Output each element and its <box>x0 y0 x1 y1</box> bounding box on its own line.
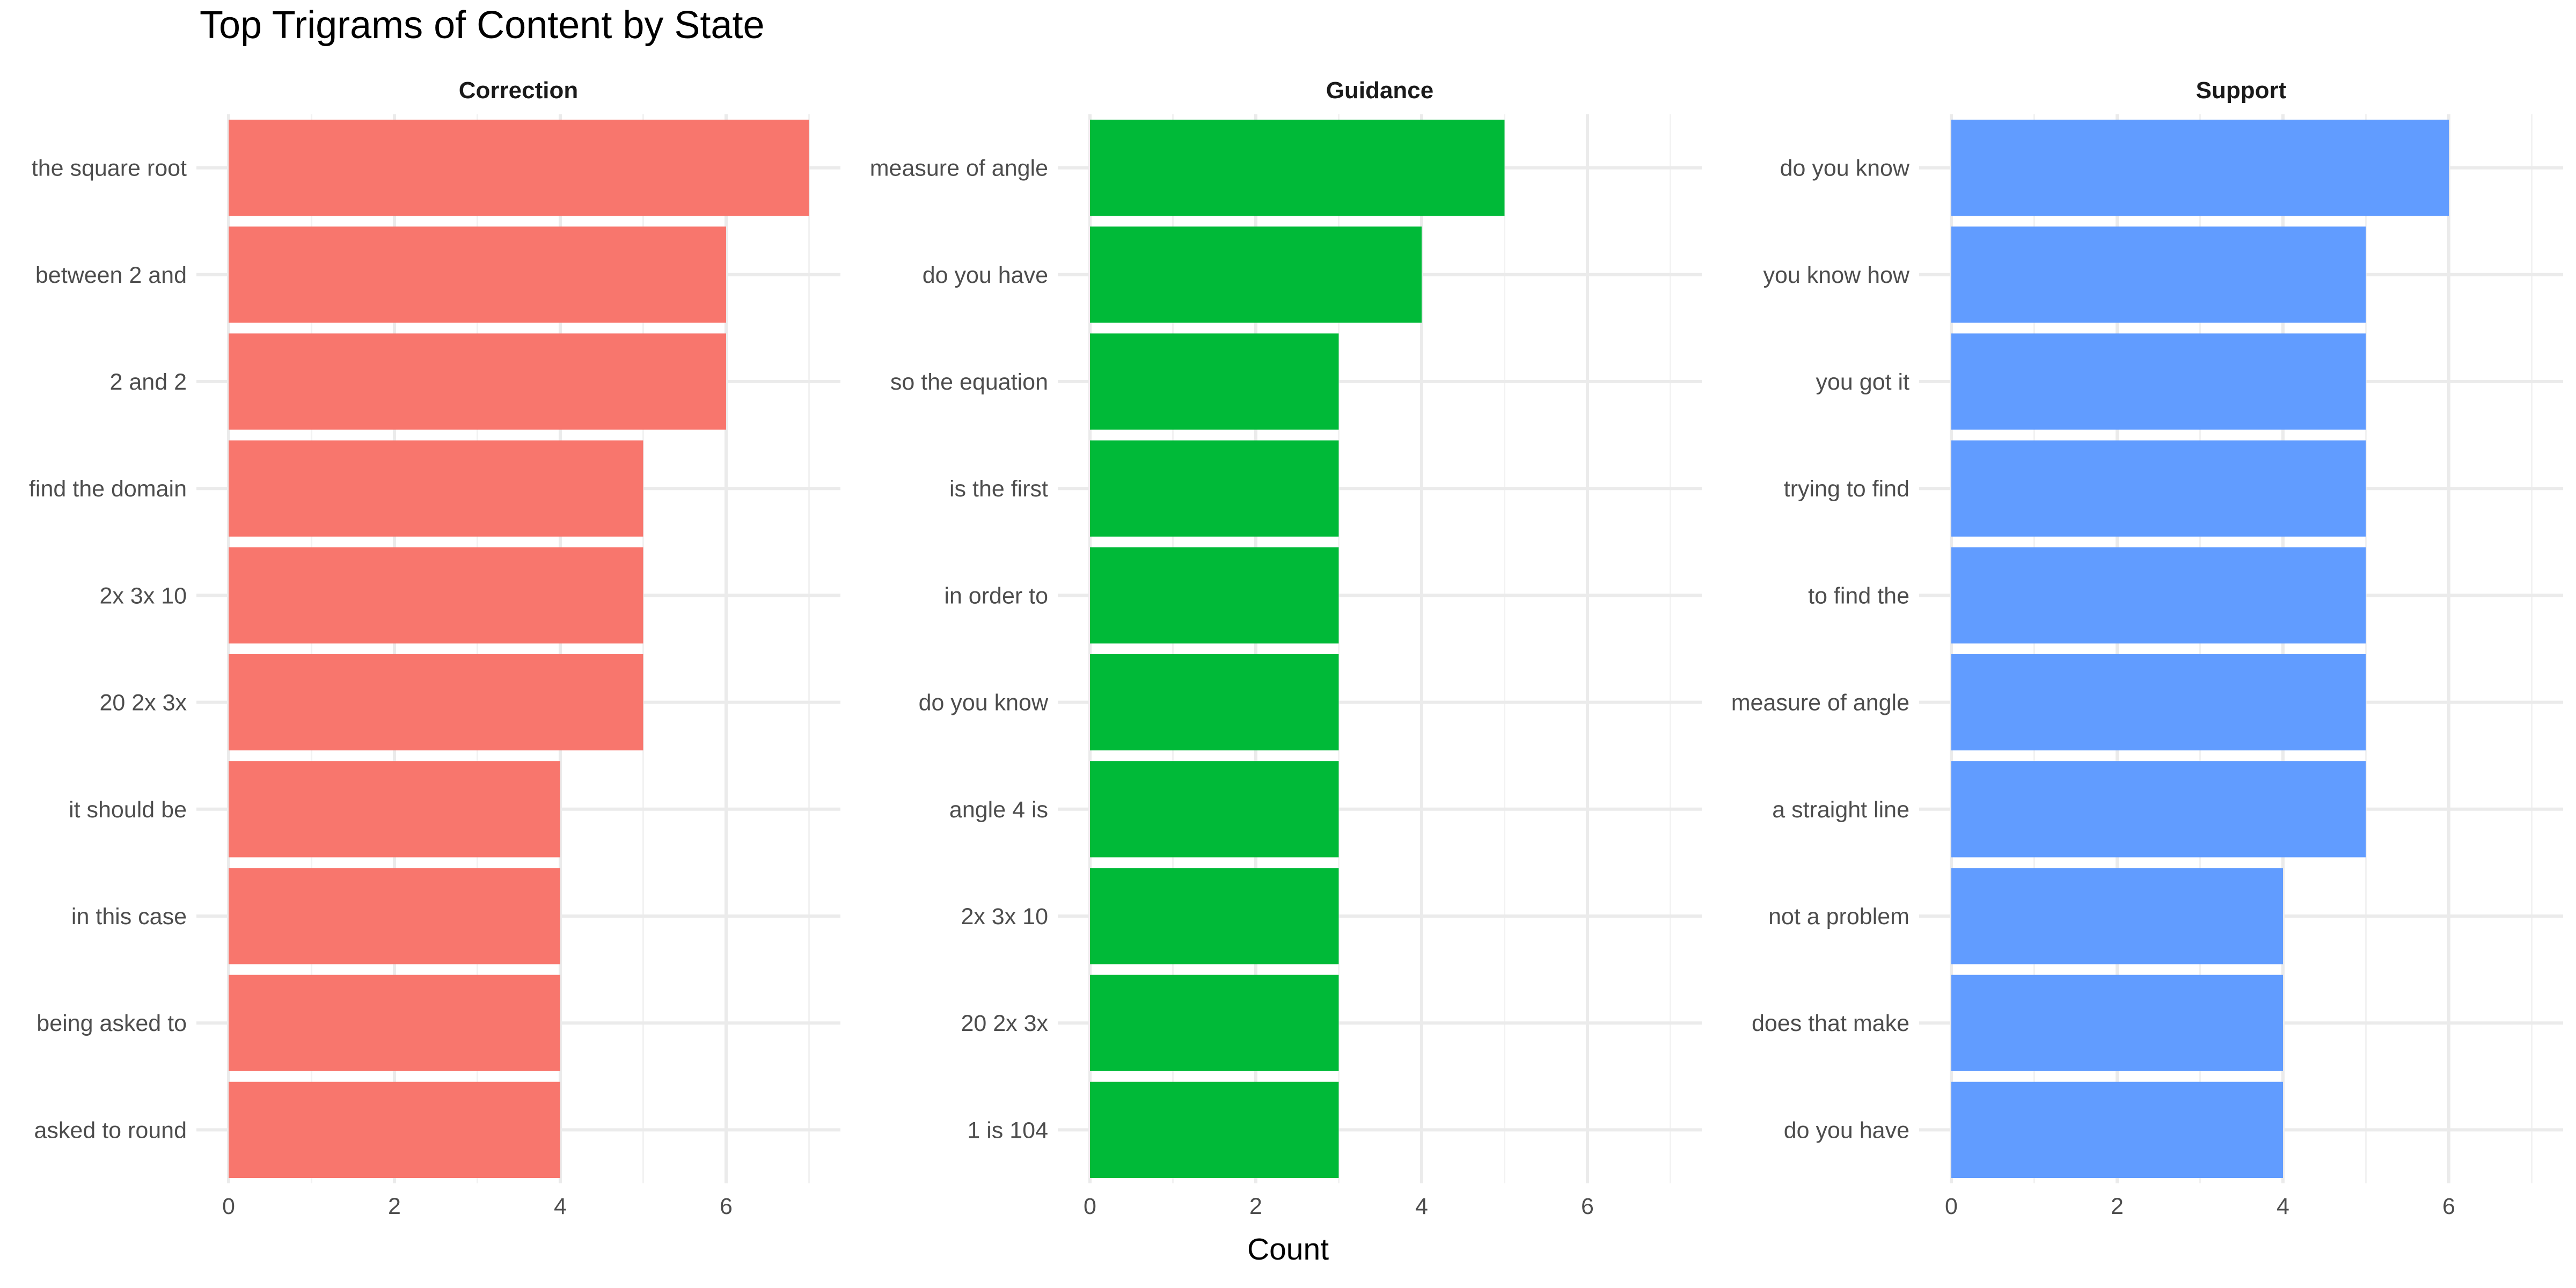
bar <box>229 868 560 964</box>
chart-title: Top Trigrams of Content by State <box>200 4 765 47</box>
bar <box>1090 761 1339 858</box>
category-label: trying to find <box>1784 476 1909 502</box>
bar <box>229 654 643 751</box>
x-tick-label: 0 <box>222 1194 235 1219</box>
panel-title: Guidance <box>1326 77 1434 104</box>
category-label: 2x 3x 10 <box>961 904 1048 930</box>
x-tick-label: 4 <box>554 1194 567 1219</box>
category-label: being asked to <box>36 1011 187 1036</box>
x-tick-label: 2 <box>2111 1194 2124 1219</box>
x-tick-label: 2 <box>388 1194 401 1219</box>
bar <box>229 1081 560 1179</box>
bar <box>1090 654 1339 751</box>
bar <box>1951 333 2366 430</box>
bar <box>1951 868 2283 964</box>
category-label: the square root <box>32 156 187 181</box>
category-label: 1 is 104 <box>967 1117 1048 1143</box>
x-tick-label: 4 <box>1415 1194 1428 1219</box>
category-label: not a problem <box>1768 904 1909 930</box>
category-label: in this case <box>71 904 187 930</box>
bar <box>229 333 726 430</box>
category-label: in order to <box>944 583 1048 609</box>
bar <box>1951 975 2283 1071</box>
bar <box>229 440 643 537</box>
category-label: does that make <box>1752 1011 1909 1036</box>
category-label: measure of angle <box>870 156 1048 181</box>
category-label: a straight line <box>1772 797 1909 823</box>
bar <box>1951 119 2449 216</box>
bar <box>1951 226 2366 323</box>
x-tick-label: 6 <box>720 1194 733 1219</box>
category-label: between 2 and <box>35 262 187 288</box>
bar <box>1090 868 1339 964</box>
bar <box>1090 975 1339 1071</box>
bar <box>229 761 560 858</box>
bar <box>1090 333 1339 430</box>
x-tick-label: 2 <box>1249 1194 1262 1219</box>
bar <box>1090 547 1339 644</box>
category-label: you know how <box>1763 262 1910 288</box>
x-tick-label: 4 <box>2277 1194 2289 1219</box>
category-label: to find the <box>1808 583 1909 609</box>
panel-title: Correction <box>459 77 578 104</box>
x-axis-label: Count <box>1247 1232 1329 1267</box>
bar <box>229 975 560 1071</box>
bar <box>1951 761 2366 858</box>
category-label: 2x 3x 10 <box>99 583 187 609</box>
category-label: asked to round <box>34 1117 187 1143</box>
category-label: angle 4 is <box>949 797 1048 823</box>
x-tick-label: 6 <box>2442 1194 2455 1219</box>
category-label: is the first <box>949 476 1048 502</box>
bar <box>1951 654 2366 751</box>
category-label: do you have <box>1784 1117 1909 1143</box>
category-label: 20 2x 3x <box>99 690 187 716</box>
bar <box>1090 226 1422 323</box>
bar <box>229 226 726 323</box>
bar <box>1951 440 2366 537</box>
bar <box>1090 119 1505 216</box>
category-label: so the equation <box>890 369 1048 395</box>
bar <box>1090 1081 1339 1179</box>
category-label: do you know <box>919 690 1049 716</box>
x-tick-label: 6 <box>1581 1194 1594 1219</box>
x-tick-label: 0 <box>1945 1194 1958 1219</box>
category-label: do you know <box>1780 156 1910 181</box>
category-label: measure of angle <box>1731 690 1909 716</box>
x-tick-label: 0 <box>1084 1194 1096 1219</box>
panel-title: Support <box>2196 77 2287 104</box>
category-label: do you have <box>923 262 1048 288</box>
category-label: it should be <box>69 797 187 823</box>
category-label: 2 and 2 <box>110 369 187 395</box>
category-label: you got it <box>1816 369 1910 395</box>
category-label: 20 2x 3x <box>961 1011 1048 1036</box>
bar <box>229 547 643 644</box>
category-label: find the domain <box>29 476 187 502</box>
bar <box>1951 1081 2283 1179</box>
bar <box>1951 547 2366 644</box>
bar <box>1090 440 1339 537</box>
bar <box>229 119 809 216</box>
